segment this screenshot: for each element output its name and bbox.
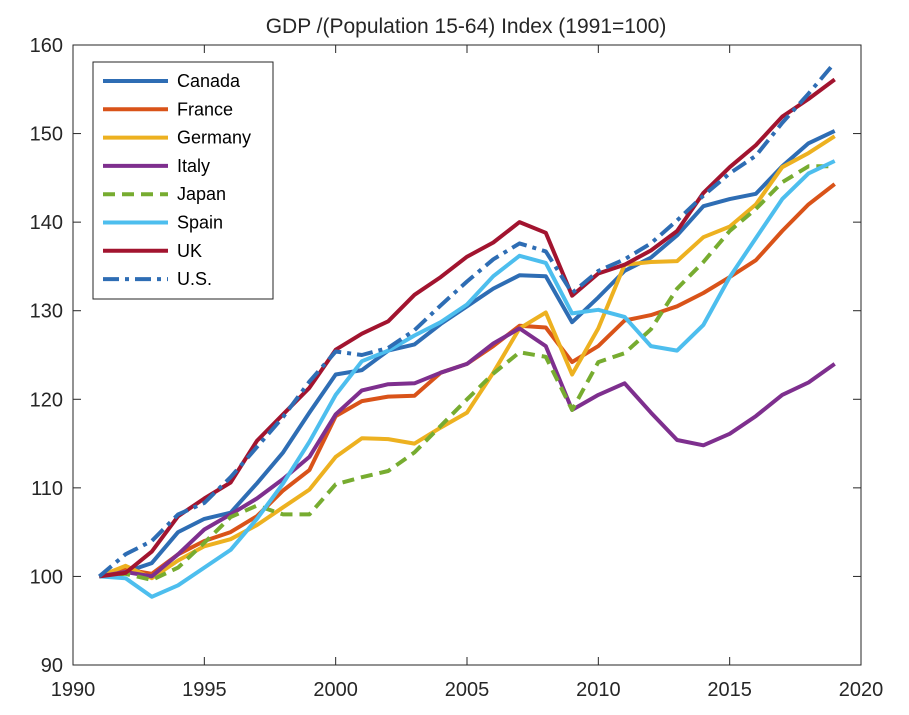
legend-label-u-s: U.S. — [177, 269, 212, 289]
x-tick-label: 2010 — [576, 679, 621, 701]
series-line-germany — [98, 134, 836, 581]
legend-label-italy: Italy — [177, 156, 210, 176]
y-tick-label: 160 — [30, 35, 63, 57]
legend-box — [92, 61, 274, 300]
series-line-u-s — [98, 61, 837, 578]
series-line-spain — [99, 159, 836, 599]
ticks-layer: 1990 1995 2000 2005 2010 2015 2020 90 100 110 120 1… — [30, 35, 884, 701]
legend-label-uk: UK — [177, 241, 202, 261]
series-line-italy — [98, 326, 836, 579]
legend-label-japan: Japan — [177, 184, 226, 204]
y-tick-label: 150 — [30, 124, 63, 146]
chart-title: GDP /(Population 15-64) Index (1991=100) — [266, 15, 667, 38]
legend-label-france: France — [177, 99, 233, 119]
y-tick-label: 100 — [30, 566, 63, 588]
x-tick-label: 1995 — [182, 679, 227, 701]
x-tick-label: 1990 — [51, 679, 96, 701]
x-tick-label: 2015 — [707, 679, 752, 701]
y-tick-label: 140 — [30, 212, 63, 234]
y-tick-label: 130 — [30, 301, 63, 323]
x-tick-label: 2020 — [839, 679, 884, 701]
x-tick-label: 2000 — [313, 679, 358, 701]
y-tick-label: 90 — [41, 655, 63, 677]
legend-label-canada: Canada — [177, 71, 241, 91]
y-tick-label: 110 — [31, 478, 63, 500]
series-layer — [98, 61, 837, 599]
series-line-japan — [99, 164, 835, 582]
legend-label-spain: Spain — [177, 213, 223, 233]
x-tick-label: 2005 — [445, 679, 490, 701]
y-tick-label: 120 — [30, 389, 63, 411]
legend-label-germany: Germany — [177, 128, 251, 148]
legend: Canada France Germany Italy Japan Spain UK U.S. — [92, 61, 274, 300]
